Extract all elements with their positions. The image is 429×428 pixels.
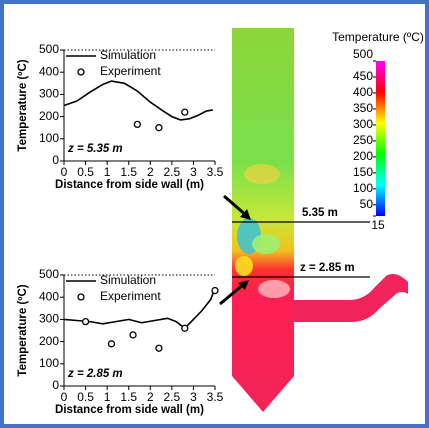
x-tick-label: 3 <box>190 390 197 404</box>
x-tick-label: 2 <box>147 165 154 179</box>
y-tick-label: 100 <box>39 131 59 145</box>
experiment-point <box>155 124 163 132</box>
y-axis-title: Temperature (ºC) <box>17 59 29 151</box>
x-tick-label: 0 <box>61 390 68 404</box>
experiment-point <box>81 317 90 326</box>
colorbar-tick-label: 100 <box>353 181 373 195</box>
annotation: z = 5.35 m <box>67 143 123 155</box>
colorbar <box>376 61 385 216</box>
x-axis-title: Distance from side wall (m) <box>55 404 204 416</box>
y-tick-label: 500 <box>39 42 59 56</box>
colorbar-tick-label: 400 <box>353 85 373 99</box>
legend-label: Simulation <box>100 273 156 287</box>
simulation-line <box>63 288 216 330</box>
x-tick-label: 1 <box>104 165 111 179</box>
y-axis-title: Temperature (ºC) <box>17 284 29 376</box>
x-tick-label: 0 <box>61 165 68 179</box>
experiment-point <box>155 344 163 352</box>
x-axis-title: Distance from side wall (m) <box>55 179 204 191</box>
colorbar-tick-label: 450 <box>353 69 373 83</box>
x-tick-label: 1 <box>104 390 111 404</box>
legend-swatch <box>77 68 85 76</box>
simulation-line <box>63 80 213 121</box>
legend-swatch <box>77 293 85 301</box>
experiment-point <box>211 286 219 295</box>
experiment-point <box>133 120 141 129</box>
annotation: z = 2.85 m <box>67 368 123 380</box>
colorbar-tick-label: 15 <box>371 218 385 232</box>
colorbar-tick-label: 500 <box>353 47 373 61</box>
x-tick-label: 2 <box>147 390 154 404</box>
x-tick-label: 1.5 <box>120 165 137 179</box>
y-tick-label: 300 <box>39 312 59 326</box>
experiment-point <box>107 340 116 348</box>
colorbar-tick-label: 350 <box>353 101 373 115</box>
y-tick-label: 400 <box>39 289 59 303</box>
experiment-point <box>181 108 189 116</box>
y-tick-label: 0 <box>52 153 59 167</box>
y-tick-label: 200 <box>39 109 59 123</box>
level-label: 5.35 m <box>302 207 338 219</box>
y-tick-label: 100 <box>39 356 59 370</box>
colorbar-tick-label: 50 <box>360 197 374 211</box>
furnace-contour <box>219 28 408 412</box>
experiment-point <box>129 331 137 339</box>
x-tick-label: 0.5 <box>77 165 94 179</box>
x-tick-label: 3 <box>190 165 197 179</box>
legend-label: Simulation <box>100 48 156 62</box>
x-tick-label: 3.5 <box>207 165 224 179</box>
y-tick-label: 400 <box>39 64 59 78</box>
colorbar-tick-label: 200 <box>353 149 373 163</box>
x-tick-label: 2.5 <box>164 390 181 404</box>
legend-label: Experiment <box>100 64 161 78</box>
level-label: z = 2.85 m <box>300 262 355 274</box>
colorbar-tick-label: 300 <box>353 117 373 131</box>
y-tick-label: 0 <box>52 378 59 392</box>
legend-label: Experiment <box>100 289 161 303</box>
x-tick-label: 2.5 <box>164 165 181 179</box>
y-tick-label: 200 <box>39 334 59 348</box>
y-tick-label: 300 <box>39 87 59 101</box>
y-tick-label: 500 <box>39 267 59 281</box>
experiment-point <box>181 324 189 332</box>
x-tick-label: 1.5 <box>120 390 137 404</box>
colorbar-tick-label: 250 <box>353 133 373 147</box>
colorbar-tick-label: 150 <box>353 165 373 179</box>
colorbar-title: Temperature (ºC) <box>332 30 424 44</box>
x-tick-label: 0.5 <box>77 390 94 404</box>
x-tick-label: 3.5 <box>207 390 224 404</box>
